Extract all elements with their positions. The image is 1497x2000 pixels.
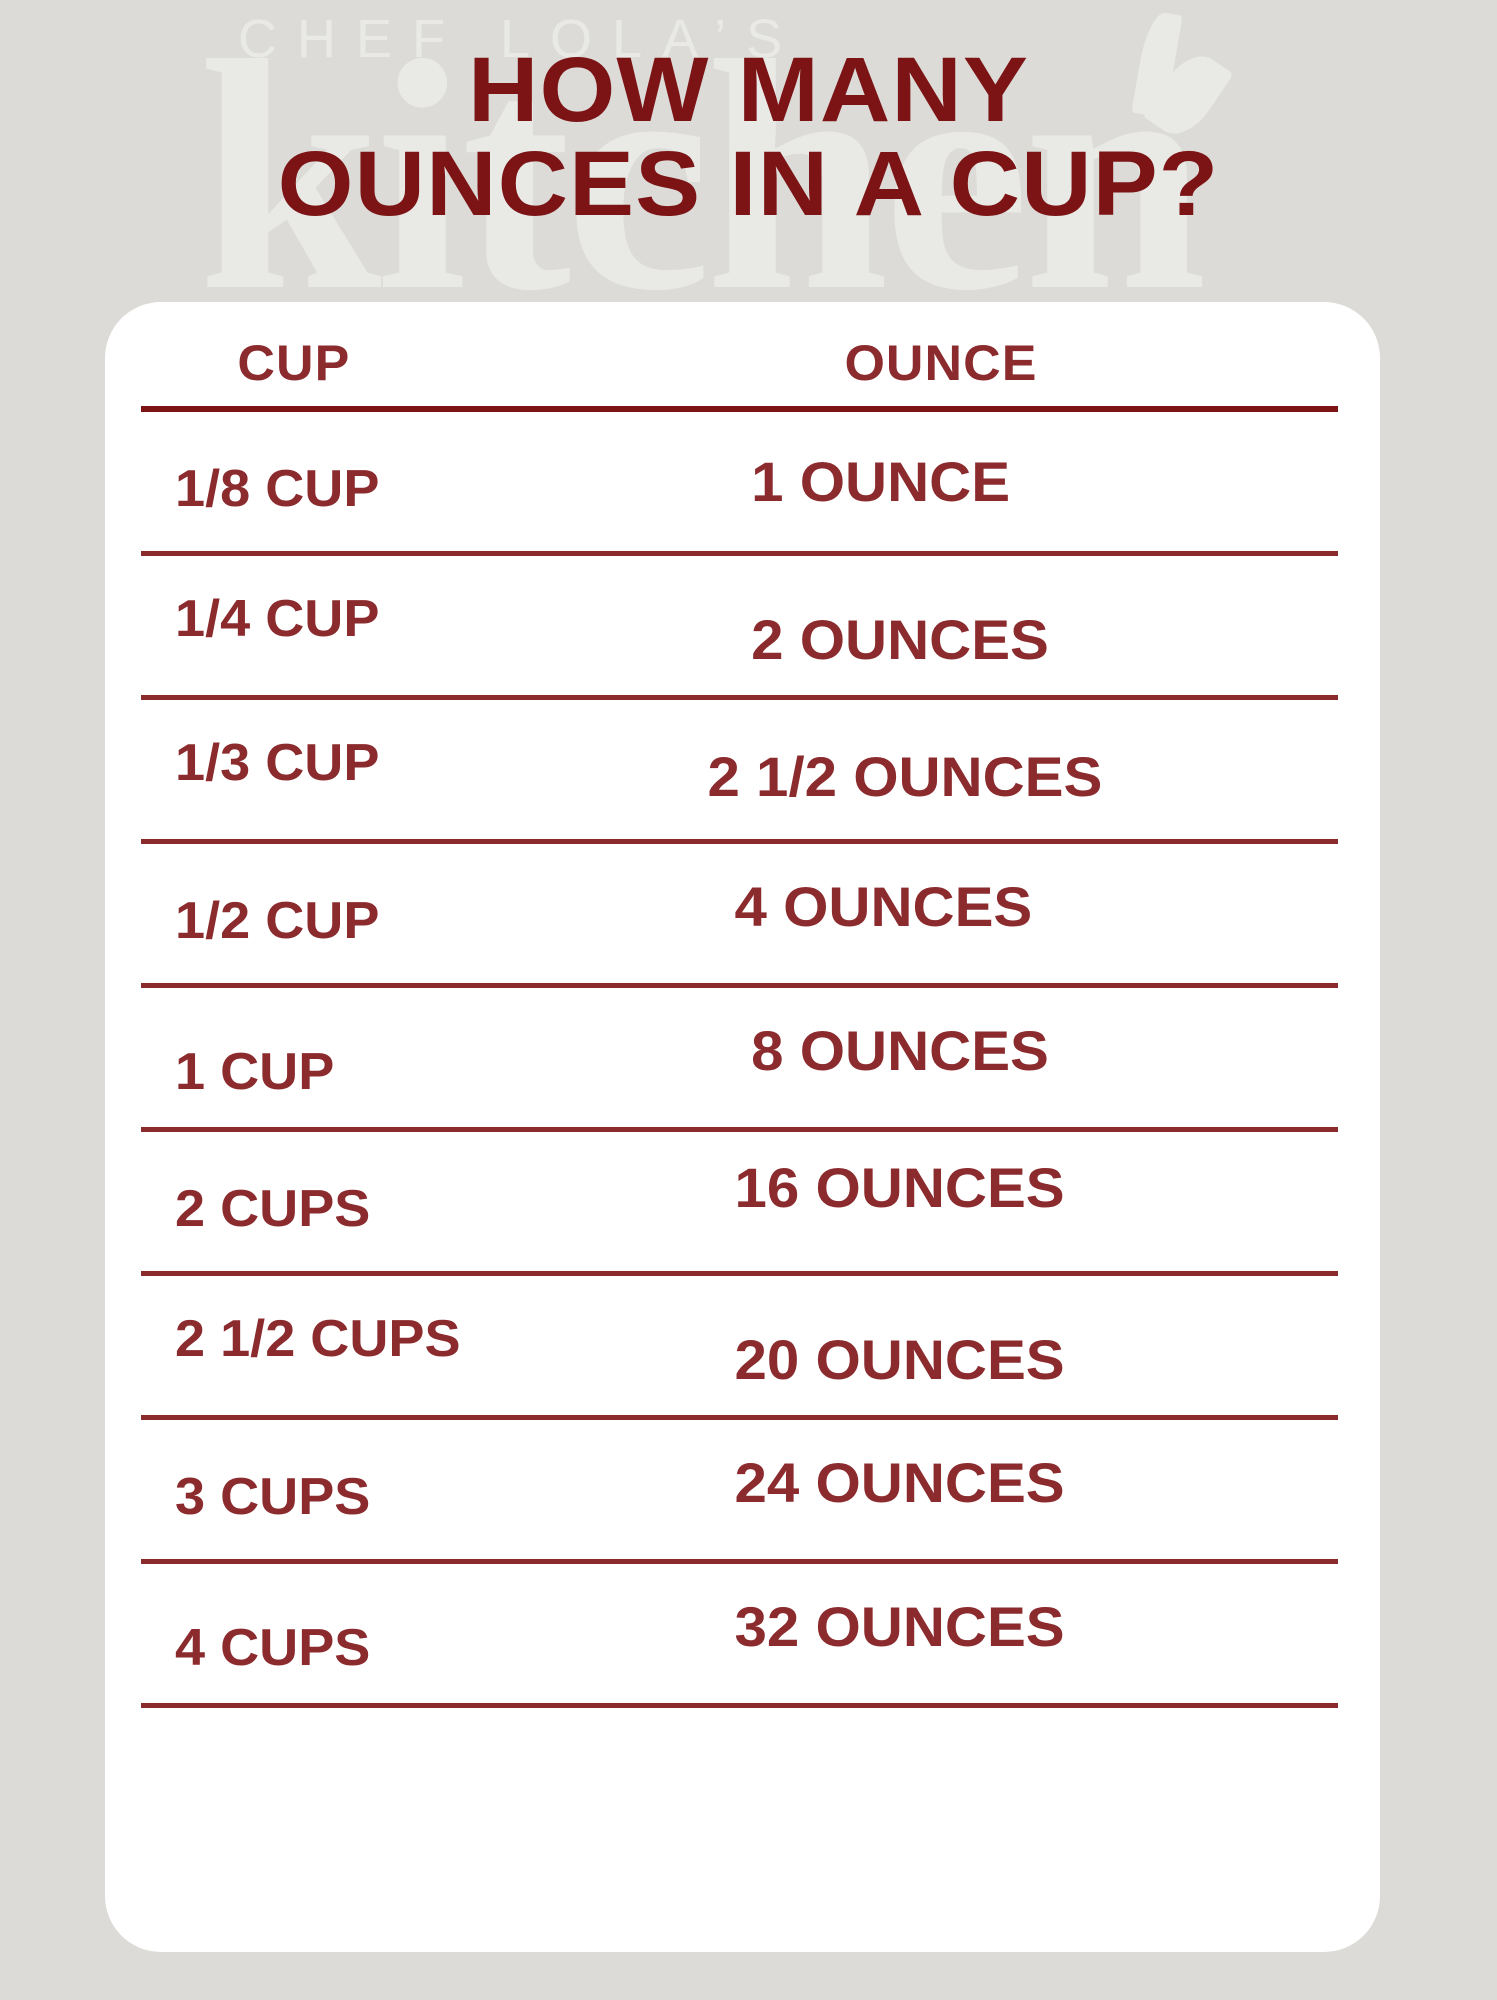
row-divider [141,1415,1338,1420]
cell-cup: 1/2 CUP [175,891,380,950]
table-row: 4 CUPS 32 OUNCES [123,1564,1360,1703]
conversion-table: CUP OUNCE 1/8 CUP 1 OUNCE 1/4 CUP 2 OUNC… [105,302,1380,1708]
cell-ounce: 20 OUNCES [734,1328,1065,1391]
cell-ounce: 8 OUNCES [751,1019,1049,1082]
cell-cup: 1/3 CUP [175,733,380,792]
column-header-ounce: OUNCE [844,335,1038,391]
cell-ounce: 4 OUNCES [734,875,1033,938]
cell-ounce: 24 OUNCES [734,1451,1065,1514]
column-header-cup: CUP [237,335,351,391]
row-divider [141,1271,1338,1276]
cell-ounce: 16 OUNCES [734,1156,1065,1219]
row-divider [141,1127,1338,1132]
row-divider [141,839,1338,844]
cell-cup: 1/8 CUP [175,459,380,518]
cell-cup: 2 1/2 CUPS [175,1309,461,1368]
table-row: 2 1/2 CUPS 20 OUNCES [123,1276,1360,1415]
table-row: 1/4 CUP 2 OUNCES [123,556,1360,695]
table-row: 3 CUPS 24 OUNCES [123,1420,1360,1559]
cell-ounce: 2 1/2 OUNCES [707,745,1103,808]
cell-ounce: 1 OUNCE [751,450,1011,513]
row-divider [141,1559,1338,1564]
table-row: 1/8 CUP 1 OUNCE [123,412,1360,551]
cell-cup: 3 CUPS [175,1467,371,1526]
page-title-line-1: HOW MANY [467,39,1030,141]
row-divider [141,983,1338,988]
cell-ounce: 2 OUNCES [751,608,1049,671]
table-row: 1/3 CUP 2 1/2 OUNCES [123,700,1360,839]
row-divider [141,551,1338,556]
table-row: 1 CUP 8 OUNCES [123,988,1360,1127]
table-row: 1/2 CUP 4 OUNCES [123,844,1360,983]
cell-ounce: 32 OUNCES [734,1595,1065,1658]
cell-cup: 1/4 CUP [175,589,380,648]
row-divider [141,1703,1338,1708]
page-title-line-2: OUNCES IN A CUP? [277,132,1220,235]
cell-cup: 4 CUPS [175,1618,371,1677]
cell-cup: 2 CUPS [175,1179,371,1238]
page-title: HOW MANY OUNCES IN A CUP? [0,39,1497,235]
cell-cup: 1 CUP [175,1042,335,1101]
table-row: 2 CUPS 16 OUNCES [123,1132,1360,1271]
table-header-divider [141,406,1338,412]
row-divider [141,695,1338,700]
table-header-row: CUP OUNCE [123,302,1360,406]
